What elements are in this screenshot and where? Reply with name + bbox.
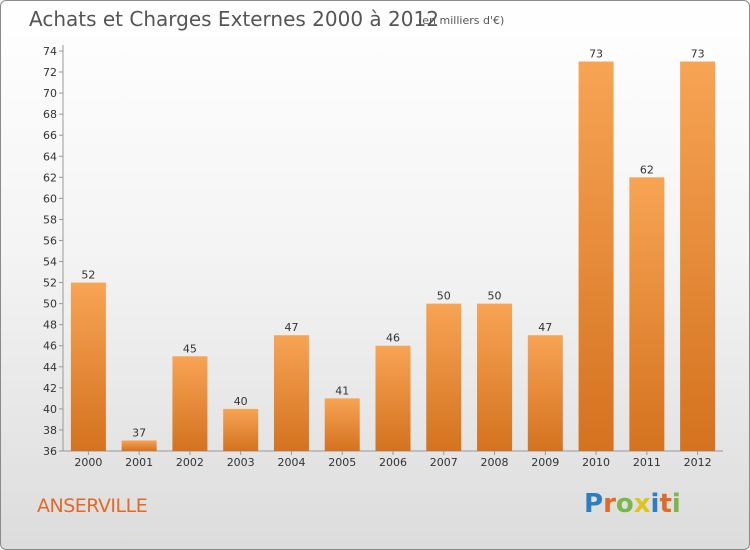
y-tick-label: 66 [43, 129, 57, 142]
bar [680, 61, 716, 452]
x-tick-label: 2012 [684, 456, 712, 469]
x-tick-label: 2006 [379, 456, 407, 469]
x-tick-label: 2010 [582, 456, 610, 469]
data-label: 47 [538, 321, 552, 334]
x-tick-label: 2002 [176, 456, 204, 469]
y-tick-label: 74 [43, 45, 57, 58]
x-tick-label: 2004 [277, 456, 305, 469]
commune-name: ANSERVILLE [37, 495, 148, 517]
bars [70, 61, 716, 452]
chart-title: Achats et Charges Externes 2000 à 2012 [29, 7, 439, 31]
y-tick-label: 42 [43, 382, 57, 395]
axes: 36 38 40 42 44 46 48 50 52 54 56 58 60 62 64 66 68 70 72 74 [43, 45, 723, 458]
bar [629, 177, 665, 451]
logo-letter: i [671, 489, 681, 519]
y-tick-label: 56 [43, 234, 57, 247]
x-tick-label: 2000 [74, 456, 102, 469]
y-tick-label: 52 [43, 277, 57, 290]
y-tick-label: 72 [43, 66, 57, 79]
y-tick-label: 64 [43, 150, 57, 163]
y-tick-label: 40 [43, 403, 57, 416]
x-tick-label: 2011 [633, 456, 661, 469]
x-tick-label: 2007 [430, 456, 458, 469]
data-label: 73 [589, 48, 603, 61]
logo-letter: i [650, 489, 660, 519]
y-tick-label: 68 [43, 108, 57, 121]
logo-letter: r [603, 489, 616, 519]
bar [273, 335, 309, 451]
data-label: 41 [335, 384, 349, 397]
y-tick-label: 70 [43, 87, 57, 100]
x-tick-label: 2001 [125, 456, 153, 469]
data-label: 50 [437, 290, 451, 303]
bar [121, 440, 157, 451]
y-tick-label: 60 [43, 192, 57, 205]
data-label: 52 [81, 269, 95, 282]
bar [223, 408, 259, 451]
logo-letter: P [584, 489, 604, 519]
bar [375, 345, 411, 451]
x-tick-label: 2003 [227, 456, 255, 469]
bar [324, 398, 360, 451]
data-label: 37 [132, 426, 146, 439]
y-tick-label: 36 [43, 445, 57, 458]
bar [477, 303, 513, 451]
bar [578, 61, 614, 452]
data-label: 45 [183, 342, 197, 355]
proxiti-logo[interactable]: Proxiti [584, 489, 681, 519]
x-tick-label: 2005 [328, 456, 356, 469]
y-tick-label: 50 [43, 298, 57, 311]
x-tick-label: 2008 [481, 456, 509, 469]
y-tick-label: 54 [43, 256, 57, 269]
y-tick-label: 58 [43, 213, 57, 226]
y-tick-label: 62 [43, 171, 57, 184]
bar [70, 282, 106, 451]
logo-letter: x [633, 489, 651, 519]
bar [527, 335, 563, 451]
data-label: 47 [284, 321, 298, 334]
labels: 2000 52 2001 37 2002 45 2003 40 2004 47 2005 41 2006… [74, 48, 711, 469]
data-label: 73 [691, 48, 705, 61]
bar [172, 356, 208, 451]
logo-letter: o [615, 489, 634, 519]
x-tick-label: 2009 [531, 456, 559, 469]
data-label: 50 [488, 290, 502, 303]
logo-letter: t [659, 489, 672, 519]
y-tick-label: 46 [43, 340, 57, 353]
y-tick-label: 38 [43, 424, 57, 437]
data-label: 62 [640, 163, 654, 176]
chart-unit: (en milliers d'€) [418, 14, 505, 27]
data-label: 40 [234, 395, 248, 408]
y-tick-label: 48 [43, 319, 57, 332]
bar [426, 303, 462, 451]
y-tick-label: 44 [43, 361, 57, 374]
data-label: 46 [386, 332, 400, 345]
